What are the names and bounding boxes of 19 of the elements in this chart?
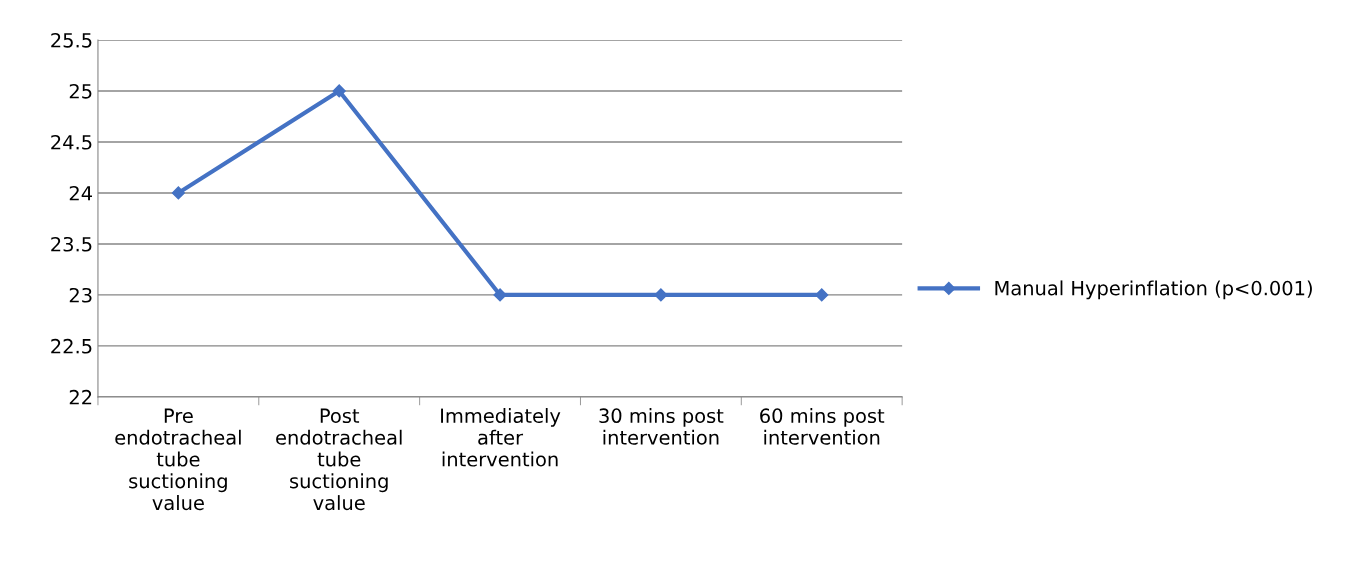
y-tick-label: 25 <box>69 83 92 99</box>
x-tick-label: Immediately after intervention <box>441 408 561 467</box>
point <box>332 84 346 98</box>
y-tick-label: 25.5 <box>51 32 92 48</box>
y-tick-label: 23 <box>69 287 92 303</box>
x-tick-label: 60 mins post intervention <box>760 408 885 445</box>
y-tick-label: 22 <box>69 389 92 405</box>
y-tick-label: 24 <box>69 185 92 201</box>
y-tick-label: 24.5 <box>51 134 92 150</box>
point <box>815 288 829 302</box>
legend-label: Manual Hyperinflation (p<0.001) <box>995 280 1312 300</box>
x-tick-label: 30 mins post intervention <box>599 408 724 445</box>
y-tick-label: 23.5 <box>51 236 92 252</box>
x-tick-label: Pre endotracheal tube suctioning value <box>115 408 241 511</box>
point <box>171 186 185 200</box>
y-tick-label: 22.5 <box>51 338 92 354</box>
x-tick-label: Post endotracheal tube suctioning value <box>276 408 402 511</box>
point <box>654 288 668 302</box>
point <box>493 288 507 302</box>
